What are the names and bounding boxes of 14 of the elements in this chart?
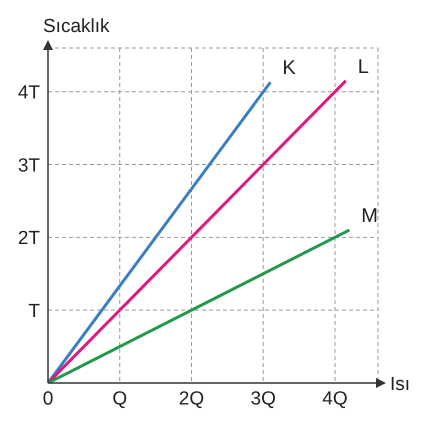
x-axis-title: Isı xyxy=(390,374,410,395)
y-tick-label: 4T xyxy=(18,82,40,104)
y-tick-label: 2T xyxy=(18,228,40,250)
x-tick-label: 3Q xyxy=(250,388,276,410)
x-tick-label: Q xyxy=(112,388,128,410)
x-tick-label: 2Q xyxy=(178,388,204,410)
series-label: M xyxy=(361,205,378,228)
series-label: L xyxy=(358,56,369,78)
y-tick-label: 3T xyxy=(18,155,40,176)
x-tick-label: 4Q xyxy=(322,388,348,410)
y-tick-label: T xyxy=(28,300,40,322)
series-label: K xyxy=(282,57,296,80)
x-tick-label: 0 xyxy=(42,388,54,410)
y-axis-title: Sıcaklık xyxy=(43,16,110,37)
